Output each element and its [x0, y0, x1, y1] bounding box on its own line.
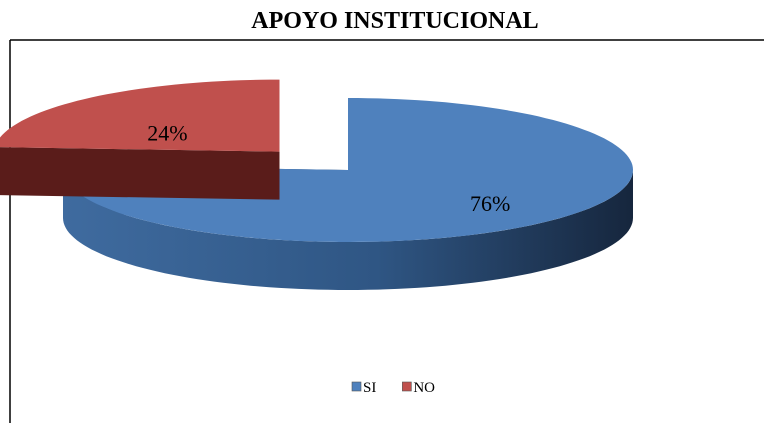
slice-top	[0, 79, 280, 152]
legend-label: SI	[363, 380, 376, 396]
pie-slice	[0, 79, 280, 200]
slice-wall	[0, 147, 280, 200]
data-label: 24%	[147, 121, 187, 146]
slice-side	[63, 170, 633, 290]
slice-top	[63, 98, 633, 242]
data-label: 76%	[470, 191, 510, 216]
legend-swatch	[351, 381, 362, 392]
legend-label: NO	[413, 380, 435, 396]
chart-title: APOYO INSTITUCIONAL	[251, 8, 538, 34]
legend-swatch	[402, 381, 412, 392]
